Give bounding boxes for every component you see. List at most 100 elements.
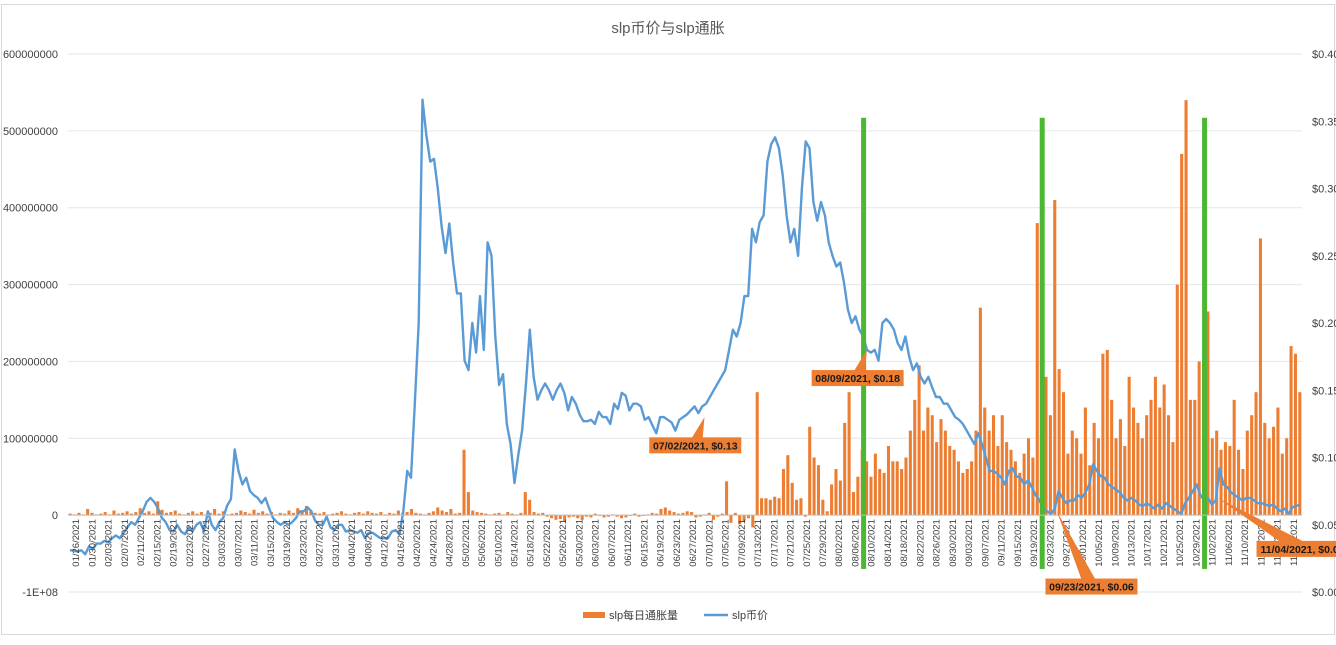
bar bbox=[357, 512, 361, 516]
x-tick-label: 04/24/2021 bbox=[428, 519, 439, 567]
x-tick-label: 01/30/2021 bbox=[87, 519, 98, 567]
bar bbox=[913, 399, 917, 516]
bar bbox=[1210, 438, 1214, 516]
x-tick-label: 04/20/2021 bbox=[412, 519, 423, 567]
bar bbox=[668, 510, 672, 516]
bar bbox=[444, 512, 449, 516]
bar bbox=[1000, 415, 1004, 516]
bar bbox=[1131, 407, 1136, 516]
bar bbox=[506, 512, 510, 516]
bar bbox=[396, 510, 400, 516]
bar bbox=[633, 513, 637, 516]
x-tick-label: 03/31/2021 bbox=[331, 519, 342, 567]
left-tick-label: 200000000 bbox=[3, 356, 58, 368]
bar bbox=[77, 512, 81, 516]
bar bbox=[576, 515, 580, 519]
bar bbox=[1215, 430, 1219, 516]
x-tick-label: 06/27/2021 bbox=[688, 519, 699, 567]
bar bbox=[90, 512, 94, 516]
bar bbox=[1149, 399, 1153, 516]
bar bbox=[1114, 438, 1118, 516]
bar bbox=[821, 499, 825, 516]
x-tick-label: 09/19/2021 bbox=[1029, 519, 1040, 567]
bar bbox=[462, 449, 466, 516]
x-tick-label: 07/17/2021 bbox=[769, 519, 780, 567]
x-tick-label: 10/09/2021 bbox=[1110, 519, 1121, 567]
x-tick-label: 03/11/2021 bbox=[250, 519, 261, 566]
vertical-markers bbox=[861, 117, 1208, 569]
legend-label-line: slp币价 bbox=[732, 609, 768, 622]
chart-title: slp币价与slp通胀 bbox=[611, 20, 724, 37]
bar bbox=[99, 513, 103, 516]
bar bbox=[882, 472, 886, 516]
left-tick-label: 300000000 bbox=[3, 280, 58, 292]
bar bbox=[256, 512, 260, 516]
right-tick-label: $0.05 bbox=[1312, 520, 1336, 532]
bar bbox=[567, 515, 571, 518]
bar bbox=[1219, 449, 1223, 516]
bar bbox=[655, 513, 659, 516]
bar bbox=[615, 515, 619, 517]
bar bbox=[436, 507, 440, 516]
x-tick-label: 11/02/2021 bbox=[1208, 519, 1219, 566]
bar bbox=[361, 513, 365, 516]
legend-label-bar: slp每日通胀量 bbox=[609, 608, 678, 622]
bar bbox=[370, 512, 374, 516]
bar bbox=[1088, 465, 1092, 516]
bar bbox=[1197, 361, 1201, 516]
x-tick-label: 05/06/2021 bbox=[477, 519, 488, 567]
bar bbox=[497, 512, 501, 516]
bar bbox=[414, 512, 418, 516]
bar bbox=[1110, 399, 1114, 516]
bar bbox=[1280, 453, 1284, 516]
x-tick-label: 10/25/2021 bbox=[1175, 519, 1186, 567]
bar bbox=[803, 515, 807, 517]
bar bbox=[335, 512, 339, 516]
bar bbox=[261, 511, 265, 516]
bar bbox=[851, 492, 856, 516]
bar bbox=[458, 512, 462, 516]
bar bbox=[440, 510, 444, 516]
x-tick-label: 03/15/2021 bbox=[266, 519, 277, 567]
bar bbox=[585, 515, 589, 517]
bar bbox=[786, 455, 790, 516]
x-tick-label: 05/14/2021 bbox=[510, 519, 521, 567]
bar bbox=[230, 513, 234, 516]
bar bbox=[1263, 422, 1267, 516]
bar bbox=[484, 513, 488, 516]
bar bbox=[178, 513, 182, 516]
x-tick-label: 03/23/2021 bbox=[298, 519, 309, 567]
bar bbox=[930, 415, 934, 516]
bar bbox=[711, 515, 715, 520]
bar bbox=[339, 511, 344, 516]
left-y-axis: -1E+08 0 100000000 200000000 300000000 400000… bbox=[3, 49, 58, 599]
x-tick-label: 10/21/2021 bbox=[1159, 519, 1170, 567]
bar bbox=[895, 461, 899, 516]
bar bbox=[589, 515, 593, 518]
bar bbox=[650, 512, 654, 516]
bar bbox=[663, 507, 667, 516]
x-tick-label: 02/11/2021 bbox=[136, 519, 147, 566]
bar bbox=[291, 512, 295, 516]
annotations: 07/02/2021, $0.13 08/09/2021, $0.18 09/23/… bbox=[649, 349, 1336, 595]
bar bbox=[939, 419, 943, 516]
right-tick-label: $0.35 bbox=[1312, 116, 1336, 128]
bar bbox=[331, 513, 335, 516]
x-tick-label: 03/07/2021 bbox=[233, 519, 244, 567]
bar bbox=[475, 512, 479, 516]
bar bbox=[554, 515, 558, 520]
x-tick-label: 05/18/2021 bbox=[526, 519, 537, 567]
bar bbox=[891, 461, 895, 516]
left-tick-label: 600000000 bbox=[3, 49, 58, 61]
x-tick-label: 11/06/2021 bbox=[1224, 519, 1235, 566]
bar bbox=[1158, 407, 1162, 516]
x-tick-label: 03/19/2021 bbox=[282, 519, 293, 567]
bar bbox=[943, 430, 947, 516]
x-tick-label: 10/29/2021 bbox=[1191, 519, 1202, 567]
bar bbox=[86, 508, 90, 516]
bar bbox=[129, 513, 133, 516]
bar bbox=[1053, 200, 1057, 516]
right-tick-label: $0.15 bbox=[1312, 385, 1336, 397]
